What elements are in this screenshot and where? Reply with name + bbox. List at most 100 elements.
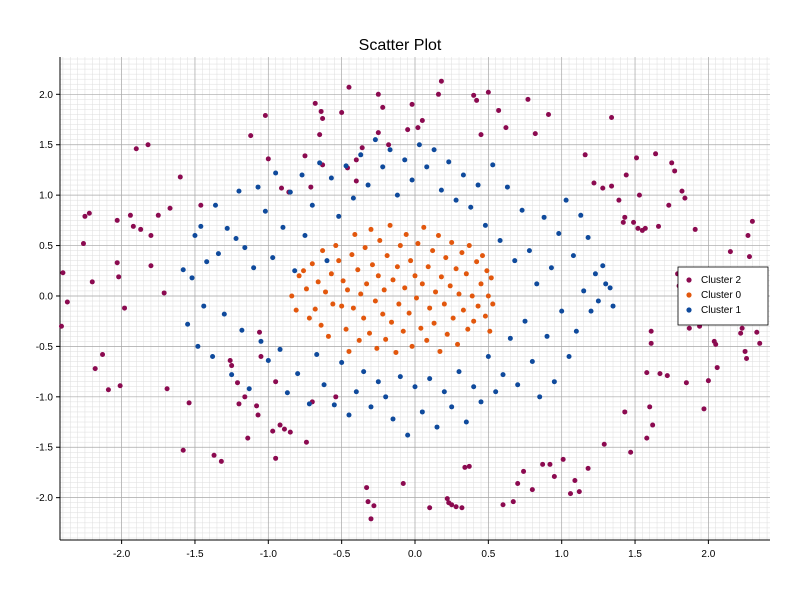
scatter-point <box>490 162 496 168</box>
scatter-point <box>210 353 216 359</box>
scatter-point <box>405 432 411 438</box>
scatter-point <box>636 192 642 198</box>
scatter-point <box>287 429 293 435</box>
scatter-point <box>459 505 465 511</box>
scatter-point <box>576 489 582 495</box>
scatter-point <box>567 491 573 497</box>
scatter-point <box>679 188 685 194</box>
x-tick-label: 1.0 <box>555 549 569 560</box>
y-tick-label: -2.0 <box>36 493 54 504</box>
scatter-point <box>507 335 513 341</box>
scatter-point <box>433 289 439 295</box>
series-cluster-1 <box>180 137 616 438</box>
scatter-point <box>441 389 447 395</box>
y-tick-label: 1.0 <box>39 191 53 202</box>
scatter-point <box>350 305 356 311</box>
scatter-point <box>744 355 750 361</box>
scatter-point <box>80 241 86 247</box>
series-cluster-0 <box>289 222 496 355</box>
scatter-point <box>402 285 408 291</box>
scatter-point <box>397 374 403 380</box>
scatter-point <box>386 142 392 148</box>
scatter-point <box>466 463 472 469</box>
scatter-point <box>318 108 324 114</box>
scatter-point <box>669 160 675 166</box>
scatter-point <box>122 305 128 311</box>
scatter-point <box>503 125 509 131</box>
scatter-point <box>419 409 425 415</box>
scatter-point <box>201 303 207 309</box>
scatter-point <box>682 195 688 201</box>
scatter-point <box>742 348 748 354</box>
scatter-point <box>396 301 402 307</box>
scatter-point <box>727 249 733 255</box>
x-tick-label: -2.0 <box>113 549 131 560</box>
y-tick-label: 0.0 <box>39 291 53 302</box>
scatter-point <box>58 323 64 329</box>
scatter-point <box>393 349 399 355</box>
scatter-point <box>500 502 506 508</box>
scatter-point <box>86 210 92 216</box>
scatter-point <box>739 325 745 331</box>
scatter-point <box>512 258 518 264</box>
scatter-point <box>155 212 161 218</box>
scatter-point <box>353 178 359 184</box>
scatter-point <box>416 142 422 148</box>
x-tick-label: -1.0 <box>260 549 278 560</box>
scatter-point <box>212 202 218 208</box>
scatter-point <box>551 473 557 479</box>
scatter-point <box>308 184 314 190</box>
scatter-point <box>466 243 472 249</box>
scatter-point <box>556 230 562 236</box>
scatter-point <box>167 205 173 211</box>
scatter-point <box>443 255 449 261</box>
scatter-point <box>346 84 352 90</box>
scatter-point <box>204 259 210 265</box>
scatter-point <box>449 502 455 508</box>
scatter-point <box>485 89 491 95</box>
scatter-point <box>409 343 415 349</box>
scatter-point <box>60 270 66 276</box>
scatter-point <box>449 240 455 246</box>
legend-label: Cluster 0 <box>701 290 741 301</box>
scatter-point <box>215 251 221 257</box>
scatter-point <box>566 353 572 359</box>
scatter-point <box>361 315 367 321</box>
scatter-point <box>336 258 342 264</box>
scatter-point <box>361 369 367 375</box>
scatter-point <box>572 478 578 484</box>
scatter-point <box>683 380 689 386</box>
scatter-point <box>591 180 597 186</box>
scatter-point <box>138 226 144 232</box>
scatter-point <box>375 273 381 279</box>
scatter-point <box>453 266 459 272</box>
scatter-point <box>425 264 431 270</box>
scatter-point <box>377 238 383 244</box>
scatter-point <box>462 464 468 470</box>
scatter-point <box>647 404 653 410</box>
scatter-point <box>504 184 510 190</box>
scatter-point <box>418 325 424 331</box>
scatter-point <box>435 232 441 238</box>
scatter-point <box>644 435 650 441</box>
scatter-point <box>648 340 654 346</box>
scatter-point <box>114 260 120 266</box>
y-tick-label: 1.5 <box>39 140 53 151</box>
scatter-point <box>355 267 361 273</box>
scatter-point <box>127 212 133 218</box>
scatter-point <box>529 487 535 493</box>
scatter-point <box>270 428 276 434</box>
scatter-point <box>227 358 233 364</box>
scatter-point <box>465 326 471 332</box>
scatter-point <box>258 338 264 344</box>
x-tick-label: 0.5 <box>481 549 495 560</box>
scatter-point <box>738 330 744 336</box>
scatter-point <box>374 345 380 351</box>
scatter-point <box>299 172 305 178</box>
legend-marker <box>686 307 692 313</box>
x-tick-label: -1.5 <box>186 549 204 560</box>
scatter-point <box>510 499 516 505</box>
scatter-point <box>390 277 396 283</box>
